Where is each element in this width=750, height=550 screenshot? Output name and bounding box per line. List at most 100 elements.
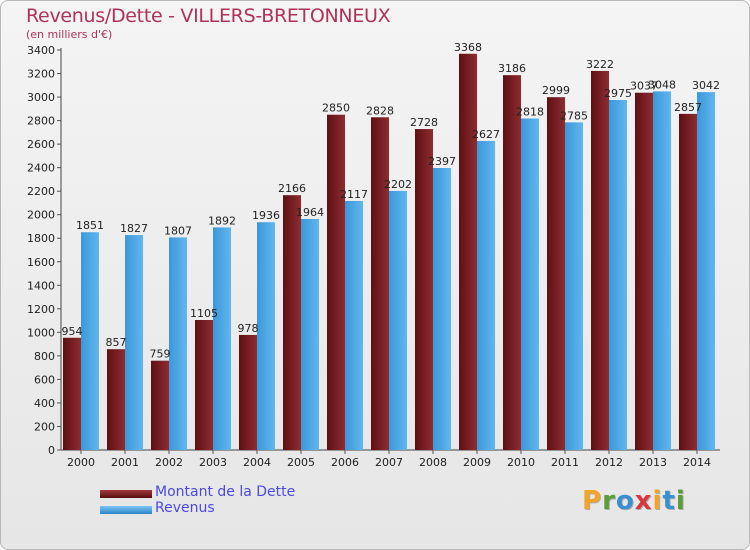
y-tick-label: 3000: [27, 91, 55, 104]
y-tick-label: 2800: [27, 115, 55, 128]
bar-revenus-2002: [169, 237, 187, 450]
bar-revenus-2011: [565, 122, 583, 451]
data-label-revenus-2013: 3048: [648, 78, 676, 91]
logo-letter: i: [675, 486, 686, 516]
legend-label-dette: Montant de la Dette: [155, 484, 296, 500]
bar-revenus-2000: [81, 232, 99, 450]
bar-revenus-2014: [697, 92, 715, 450]
y-tick-label: 2200: [27, 185, 55, 198]
bar-revenus-2005: [301, 218, 319, 450]
data-label-dette-2007: 2828: [366, 104, 394, 117]
bar-revenus-2004: [257, 222, 275, 450]
bar-revenus-2013: [653, 91, 671, 450]
bar-revenus-2001: [125, 235, 143, 450]
legend-swatch-revenus: [100, 506, 152, 514]
y-tick-label: 1000: [27, 326, 55, 339]
logo-letter: i: [652, 486, 663, 516]
y-tick-label: 1400: [27, 279, 55, 292]
bar-revenus-2010: [521, 118, 539, 451]
bar-dette-2006: [327, 114, 345, 451]
data-label-revenus-2010: 2818: [516, 105, 544, 118]
x-tick-label: 2008: [419, 456, 447, 469]
bar-revenus-2008: [433, 168, 451, 450]
y-tick-label: 3400: [27, 44, 55, 57]
y-tick-label: 600: [34, 373, 55, 386]
bar-dette-2014: [679, 113, 697, 450]
data-label-revenus-2001: 1827: [120, 222, 148, 235]
data-label-dette-2006: 2850: [322, 102, 350, 115]
x-tick-label: 2009: [463, 456, 491, 469]
y-tick-label: 1200: [27, 303, 55, 316]
bar-dette-2009: [459, 53, 477, 450]
data-label-dette-2005: 2166: [278, 182, 306, 195]
y-tick-label: 2400: [27, 162, 55, 175]
logo-letter: P: [582, 486, 603, 516]
data-label-revenus-2002: 1807: [164, 224, 192, 237]
proxiti-logo: Proxiti: [582, 486, 686, 516]
x-tick-label: 2007: [375, 456, 403, 469]
y-tick-label: 2000: [27, 209, 55, 222]
data-label-dette-2010: 3186: [498, 62, 526, 75]
bar-dette-2012: [591, 70, 609, 451]
data-label-dette-2000: 954: [62, 325, 83, 338]
data-label-revenus-2006: 2117: [340, 188, 368, 201]
x-tick-label: 2005: [287, 456, 315, 469]
y-tick-label: 1600: [27, 256, 55, 269]
data-label-dette-2002: 759: [150, 348, 171, 361]
bar-revenus-2012: [609, 100, 627, 450]
x-tick-label: 2003: [199, 456, 227, 469]
x-tick-label: 2001: [111, 456, 139, 469]
data-label-revenus-2005: 1964: [296, 206, 324, 219]
data-label-revenus-2008: 2397: [428, 155, 456, 168]
x-tick-label: 2012: [595, 456, 623, 469]
y-tick-label: 1800: [27, 232, 55, 245]
x-tick-label: 2002: [155, 456, 183, 469]
data-label-dette-2012: 3222: [586, 58, 614, 71]
x-tick-label: 2000: [67, 456, 95, 469]
data-label-dette-2009: 3368: [454, 41, 482, 54]
legend-label-revenus: Revenus: [155, 500, 215, 516]
data-label-revenus-2004: 1936: [252, 209, 280, 222]
bar-dette-2008: [415, 129, 433, 450]
logo-letter: o: [615, 486, 635, 516]
bar-dette-2005: [283, 195, 301, 450]
x-tick-label: 2006: [331, 456, 359, 469]
logo-letter: r: [602, 486, 616, 516]
y-tick-label: 0: [48, 444, 55, 457]
bar-dette-2010: [503, 75, 521, 451]
data-label-revenus-2012: 2975: [604, 87, 632, 100]
bar-dette-2000: [63, 337, 81, 450]
bar-dette-2007: [371, 117, 389, 450]
bar-dette-2013: [635, 92, 653, 451]
data-label-revenus-2007: 2202: [384, 178, 412, 191]
data-label-dette-2013: 3037: [630, 80, 658, 93]
data-label-dette-2003: 1105: [190, 307, 218, 320]
x-tick-label: 2011: [551, 456, 579, 469]
bar-dette-2001: [107, 349, 125, 450]
y-tick-label: 3200: [27, 68, 55, 81]
bar-dette-2011: [547, 97, 565, 451]
data-label-dette-2004: 978: [238, 322, 259, 335]
bar-dette-2003: [195, 320, 213, 450]
x-tick-label: 2014: [683, 456, 711, 469]
chart-subtitle: (en milliers d'€): [26, 28, 113, 41]
bar-revenus-2007: [389, 190, 407, 451]
data-label-revenus-2014: 3042: [692, 79, 720, 92]
data-label-revenus-2003: 1892: [208, 214, 236, 227]
y-tick-label: 200: [34, 420, 55, 433]
chart-title: Revenus/Dette - VILLERS-BRETONNEUX: [26, 5, 391, 27]
bar-revenus-2009: [477, 140, 495, 451]
bar-revenus-2006: [345, 200, 363, 450]
data-label-dette-2008: 2728: [410, 116, 438, 129]
data-label-revenus-2011: 2785: [560, 109, 588, 122]
data-label-dette-2011: 2999: [542, 84, 570, 97]
data-label-revenus-2000: 1851: [76, 219, 104, 232]
bar-revenus-2003: [213, 227, 231, 450]
data-label-revenus-2009: 2627: [472, 128, 500, 141]
data-label-dette-2014: 2857: [674, 101, 702, 114]
x-tick-label: 2004: [243, 456, 271, 469]
y-tick-label: 2600: [27, 138, 55, 151]
logo-letter: t: [662, 486, 676, 516]
legend-swatch-dette: [100, 490, 152, 498]
bar-dette-2002: [151, 360, 169, 450]
